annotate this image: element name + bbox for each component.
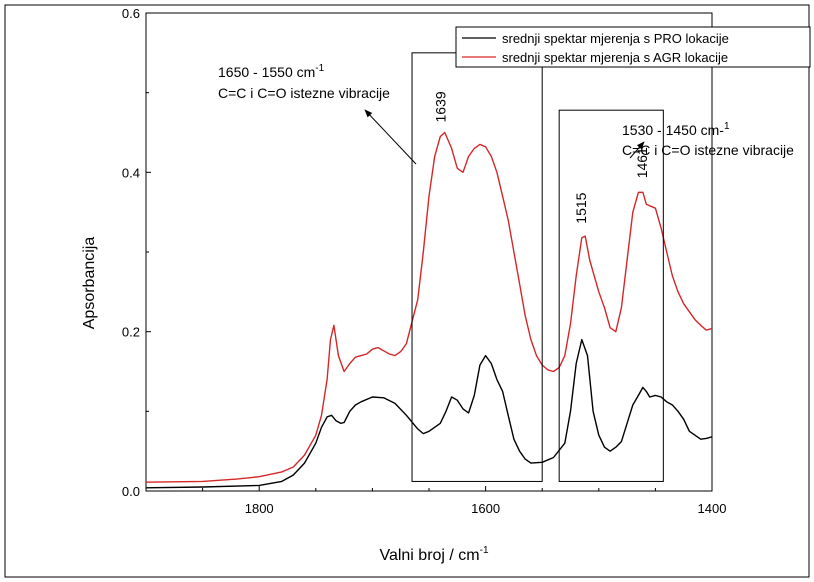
series-line-1	[146, 131, 712, 483]
region-arrow-0	[364, 109, 417, 165]
region-label-line2-1: C=C i C=O istezne vibracije	[622, 142, 794, 158]
y-axis-title: Apsorbancija	[81, 237, 98, 330]
peak-label-1515: 1515	[573, 192, 589, 223]
x-tick-label-0: 1800	[245, 501, 274, 516]
x-axis-title-sup: -1	[480, 545, 489, 556]
ticks-group: 1800 1600 1400 0.0 0.2 0.4 0.6	[122, 6, 727, 516]
figure-frame	[4, 4, 810, 578]
peak-label-1639: 1639	[433, 91, 449, 122]
region-label-line2-0: C=C i C=O istezne vibracije	[218, 85, 390, 101]
y-tick-label-2: 0.4	[122, 165, 140, 180]
y-tick-label-3: 0.6	[122, 6, 140, 21]
y-tick-label-0: 0.0	[122, 484, 140, 499]
legend-label-agr: srednji spektar mjerenja s AGR lokacije	[502, 50, 728, 65]
peak-labels-group: 1639 1515 1461	[433, 91, 650, 224]
x-axis-title: Valni broj / cm-1	[379, 545, 489, 564]
plot-area: 1800 1600 1400 0.0 0.2 0.4 0.6 1639 1515 1461 16…	[122, 6, 794, 516]
legend-box	[455, 26, 811, 68]
series-group	[146, 131, 712, 489]
region-arrow-1	[629, 141, 645, 159]
x-axis-title-main: Valni broj / cm	[379, 547, 479, 564]
peak-label-1461: 1461	[634, 147, 650, 178]
legend-label-pro: srednji spektar mjerenja s PRO lokacije	[502, 31, 729, 46]
series-line-0	[146, 338, 712, 489]
x-tick-label-1: 1600	[471, 501, 500, 516]
region-label-line1-0: 1650 - 1550 cm-1	[218, 63, 325, 80]
annotations-group: 1650 - 1550 cm-1 C=C i C=O istezne vibrac…	[218, 63, 794, 165]
x-tick-label-2: 1400	[698, 501, 727, 516]
region-label-line1-1: 1530 - 1450 cm-1	[622, 121, 730, 138]
y-tick-label-1: 0.2	[122, 325, 140, 340]
legend: srednji spektar mjerenja s PRO lokacije …	[455, 26, 811, 68]
region-box-1	[558, 109, 664, 482]
